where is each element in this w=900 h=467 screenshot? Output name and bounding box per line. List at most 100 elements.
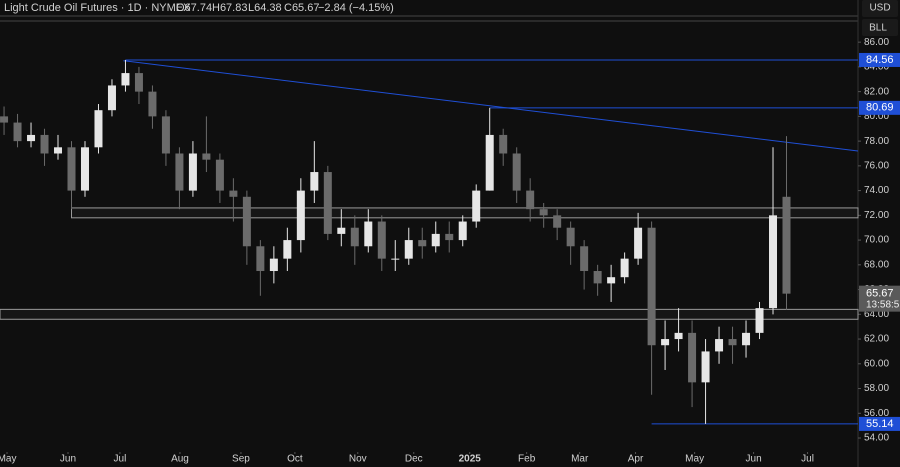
candle-body [742,332,751,346]
candle-body [107,85,116,111]
y-tick-label: 68.00 [864,259,889,270]
y-tick-label: 80.00 [864,111,889,122]
y-tick-label: 54.00 [864,433,889,444]
trendline [123,60,859,152]
candle-body [715,339,724,352]
candle-body [593,271,602,284]
candle-body [728,339,737,346]
support-zone [71,207,859,219]
x-tick-label: Jun [746,454,762,465]
candle-body [580,246,589,272]
candle-body [445,233,454,241]
candle-body [40,134,49,154]
unit-label[interactable]: BLL [869,23,887,34]
price-change: −2.84 (−4.15%) [318,2,394,14]
candle-body [404,240,413,259]
candle-body [0,116,9,123]
x-tick-label: Jul [114,454,127,465]
y-tick-label: 82.00 [864,86,889,97]
candle-body [782,196,791,294]
candle-body [13,122,22,142]
y-tick-label: 72.00 [864,210,889,221]
y-tick-label: 56.00 [864,408,889,419]
level-label: 84.56 [866,54,894,66]
y-tick-label: 70.00 [864,235,889,246]
ohlc-high: H67.83 [212,2,247,14]
candle-body [269,258,278,272]
y-tick-label: 58.00 [864,383,889,394]
candle-body [148,91,157,117]
candle-body [499,134,508,154]
candle-body [67,147,76,191]
y-tick-label: 60.00 [864,358,889,369]
candle-body [337,227,346,234]
x-tick-label: Apr [628,454,644,465]
x-tick-label: Aug [171,454,189,465]
candle-body [472,190,481,222]
level-label-box [859,100,900,115]
x-tick-label: Oct [287,454,303,465]
x-tick-label: Mar [571,454,589,465]
x-tick-label: Feb [518,454,536,465]
candle-body [175,153,184,191]
unit-button[interactable] [862,19,898,36]
candle-body [377,221,386,259]
candle-body [701,351,710,383]
candle-body [121,73,130,86]
x-tick-label: Sep [232,454,250,465]
level-label-box [859,52,900,67]
y-tick-label: 74.00 [864,185,889,196]
y-tick-label: 64.00 [864,309,889,320]
candle-body [242,196,251,247]
currency-button[interactable] [862,0,898,17]
ohlc-low: L64.38 [248,2,282,14]
candle-body [647,227,656,346]
candle-body [256,246,265,272]
x-tick-label: Nov [349,454,367,465]
candle-body [391,258,400,260]
candle-body [283,240,292,259]
ohlc-close: C65.67 [284,2,319,14]
candle-body [566,227,575,247]
y-tick-label: 76.00 [864,161,889,172]
candle-body [323,172,332,234]
candle-body [755,308,764,333]
candle-body [54,147,63,154]
candle-body [674,332,683,340]
x-tick-label: Jun [60,454,76,465]
support-zone [0,308,859,320]
candle-body [661,339,670,346]
candle-body [431,233,440,247]
candle-body [620,258,629,278]
candle-body [134,73,143,92]
x-tick-label: 2025 [459,454,482,465]
candle-body [553,215,562,228]
candle-body [94,110,103,148]
ohlc-open: O67.74 [176,2,212,14]
candle-body [229,190,238,197]
level-label: 55.14 [866,418,894,430]
x-tick-label: May [685,454,704,465]
candle-body [350,227,359,247]
candle-body [688,332,697,383]
candle-body [364,221,373,247]
level-label: 80.69 [866,102,894,114]
candle-body [215,159,224,191]
y-tick-label: 62.00 [864,334,889,345]
candle-body [310,172,319,191]
y-tick-label: 86.00 [864,37,889,48]
candle-body [80,147,89,191]
candle-body [607,277,616,284]
candle-body [27,134,36,142]
candle-body [296,190,305,241]
x-tick-label: Dec [405,454,423,465]
candle-body [634,227,643,259]
candle-body [202,153,211,160]
level-label-box [859,416,900,431]
candle-body [161,116,170,154]
currency-label[interactable]: USD [869,3,890,14]
x-tick-label: Jul [801,454,814,465]
x-tick-label: May [0,454,16,465]
